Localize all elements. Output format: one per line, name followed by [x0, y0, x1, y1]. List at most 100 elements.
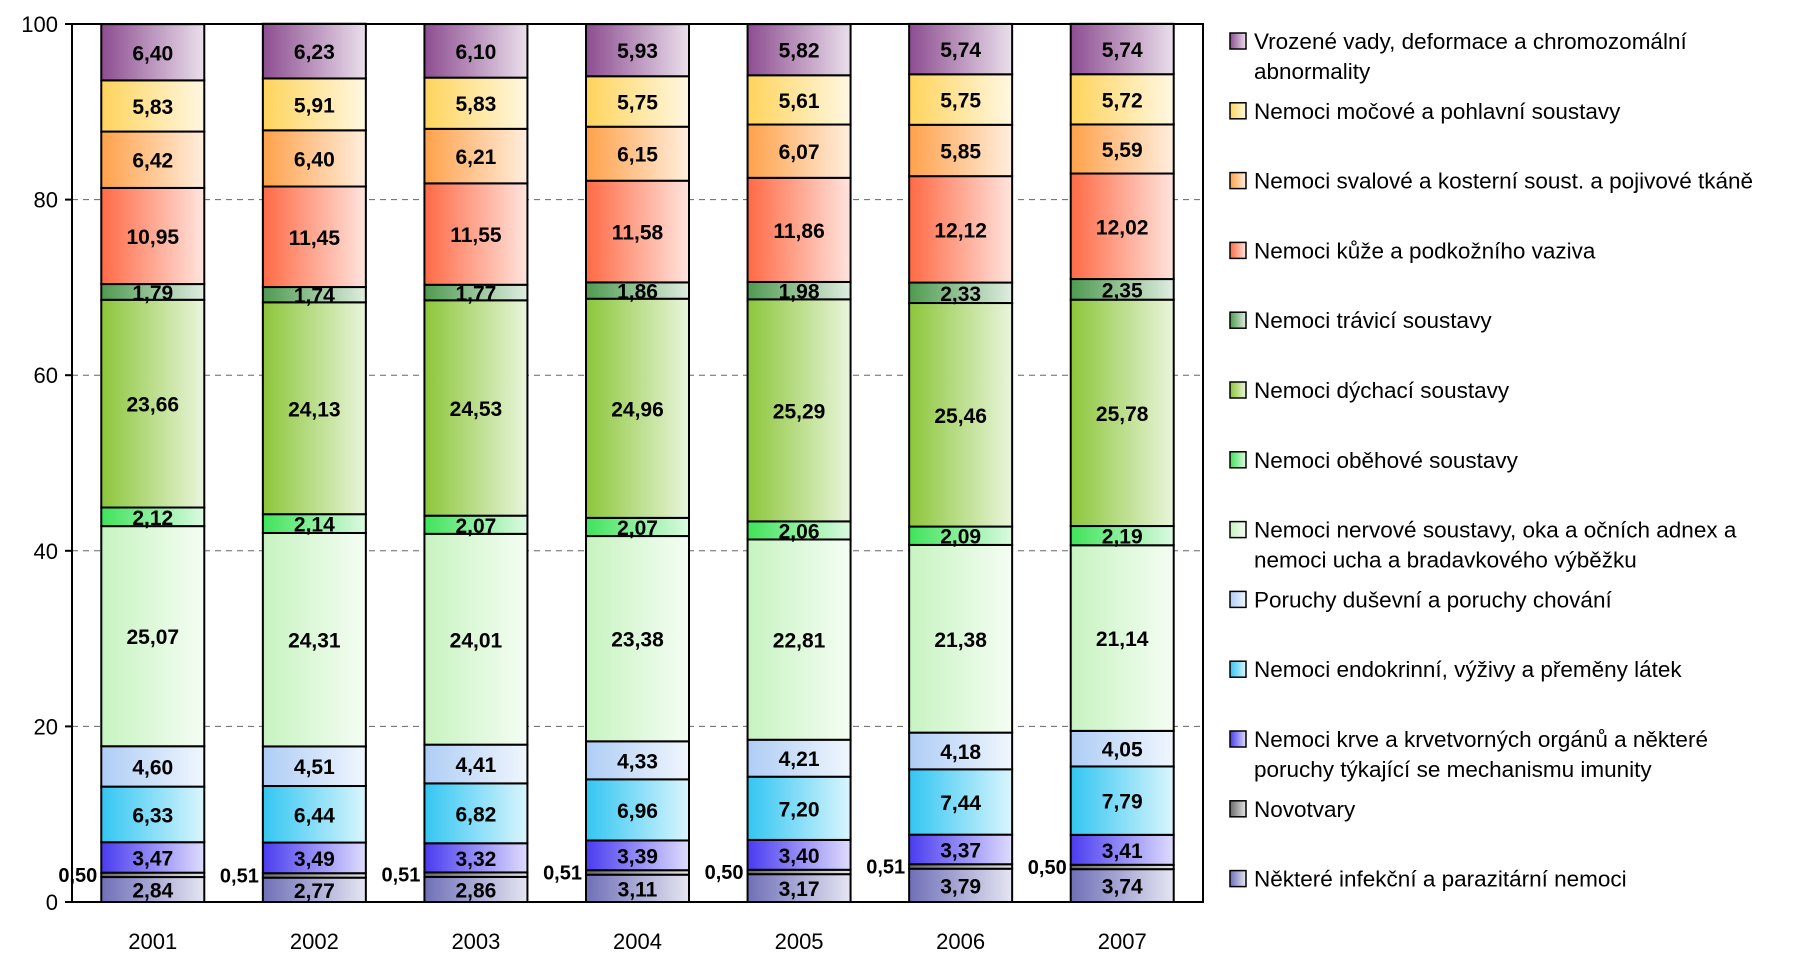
legend-label: Nemoci svalové a kosterní soust. a pojiv… [1254, 169, 1753, 194]
data-label: 4,60 [132, 756, 173, 779]
bar-segment [261, 841, 367, 875]
data-label: 2,14 [294, 514, 335, 537]
data-label: 2,86 [455, 879, 496, 902]
legend-swatch [1229, 869, 1247, 888]
bar-segment [908, 73, 1014, 126]
legend-label: Nemoci močové a pohlavní soustavy [1254, 99, 1621, 124]
data-label: 6,44 [294, 804, 335, 827]
y-tick-label: 0 [46, 890, 58, 915]
data-label: 4,21 [779, 748, 820, 771]
bar-segment [746, 838, 852, 871]
y-tick-label: 40 [34, 539, 58, 564]
data-label: 5,61 [779, 90, 820, 113]
data-label: 0,51 [866, 856, 905, 878]
data-label: 4,41 [455, 754, 496, 777]
data-label: 5,85 [940, 140, 981, 163]
data-label: 1,86 [617, 281, 658, 304]
bar-segment [261, 22, 367, 80]
bar-segment [1069, 833, 1175, 866]
bar-stack-2006: 3,79 0,51 3,37 7,44 4,18 21,38 2,09 25,46 2,33 12… [866, 22, 1014, 904]
bar-segment [746, 775, 852, 841]
bar-segment [746, 538, 852, 741]
data-label: 0,50 [1028, 857, 1067, 879]
legend-item: Novotvary [1229, 797, 1356, 822]
bar-segment [423, 23, 529, 79]
data-label: 2,84 [132, 880, 173, 903]
data-label: 24,53 [450, 398, 503, 421]
legend-swatch [1229, 660, 1247, 678]
legend-label: poruchy týkající se mechanismu imunity [1254, 757, 1652, 782]
legend-label: Vrozené vady, deformace a chromozomální [1254, 29, 1687, 54]
y-tick-label: 20 [34, 714, 58, 739]
data-label: 2,19 [1102, 526, 1143, 549]
data-label: 5,72 [1102, 89, 1143, 112]
data-label: 1,77 [455, 283, 496, 306]
bar-segment [261, 785, 367, 844]
legend-item: Poruchy duševní a poruchy chování [1229, 587, 1612, 612]
x-tick-label: 2002 [290, 929, 339, 954]
legend-swatch [1229, 800, 1247, 818]
data-label: 11,45 [289, 227, 341, 250]
legend-label: Novotvary [1254, 797, 1356, 822]
data-label: 6,40 [132, 42, 173, 65]
bar-segment [746, 123, 852, 179]
data-label: 6,23 [294, 41, 335, 64]
data-label: 5,91 [294, 94, 335, 117]
data-label: 11,55 [450, 224, 502, 247]
data-label: 5,83 [132, 96, 173, 119]
legend-item: Vrozené vady, deformace a chromozomální a… [1229, 29, 1687, 84]
bar-segment [261, 185, 367, 289]
legend-item: Nemoci kůže a podkožního vaziva [1229, 238, 1596, 263]
data-label: 4,51 [294, 756, 335, 779]
bar-segment [908, 175, 1014, 284]
data-label: 22,81 [773, 630, 826, 653]
data-label: 2,77 [294, 880, 335, 903]
x-tick-label: 2007 [1098, 929, 1147, 954]
data-label: 25,29 [773, 400, 826, 423]
legend-item: Nemoci trávicí soustavy [1229, 308, 1492, 333]
bar-segment [585, 75, 690, 128]
legend-item: Nemoci dýchací soustavy [1229, 378, 1510, 403]
data-label: 24,31 [288, 630, 341, 653]
data-label: 3,11 [618, 878, 658, 901]
data-label: 6,33 [132, 804, 173, 827]
bar-segment [746, 298, 852, 523]
data-label: 2,09 [940, 526, 981, 549]
data-label: 0,51 [220, 865, 259, 887]
bar-segment [585, 535, 690, 743]
data-label: 3,49 [294, 848, 335, 871]
data-label: 2,07 [617, 517, 658, 540]
y-tick-label: 100 [21, 12, 58, 37]
bar-stack-2003: 2,86 0,51 3,32 6,82 4,41 24,01 2,07 24,53 1,77 11… [381, 23, 529, 904]
bar-segment [585, 23, 690, 78]
axes: 0 20 40 60 80 100 2001 2002 2003 2004 2005 2006 2007 [21, 12, 1204, 954]
bar-stack-2004: 3,11 0,51 3,39 6,96 4,33 23,38 2,07 24,96 1,86 11… [543, 23, 690, 904]
x-tick-label: 2005 [775, 929, 824, 954]
legend-label: nemoci ucha a bradavkového výběžku [1254, 548, 1637, 573]
data-label: 5,59 [1102, 139, 1143, 162]
legend-label: Nemoci krve a krvetvorných orgánů a někt… [1254, 727, 1708, 752]
bar-segment [261, 531, 367, 748]
data-label: 3,17 [779, 878, 820, 901]
data-label: 7,44 [940, 792, 981, 815]
bar-segment [261, 745, 367, 788]
data-label: 25,07 [127, 626, 180, 649]
bar-segment [100, 876, 206, 904]
legend-swatch [1229, 311, 1247, 329]
legend-swatch [1229, 171, 1247, 190]
bar-segment [585, 179, 690, 284]
data-label: 6,42 [132, 150, 173, 173]
data-label: 6,82 [455, 803, 496, 826]
legend-swatch [1229, 241, 1247, 260]
legend-label: Nemoci endokrinní, výživy a přeměny láte… [1254, 657, 1682, 682]
data-label: 3,41 [1102, 840, 1143, 863]
bar-segment [1069, 123, 1175, 175]
data-label: 6,40 [294, 148, 335, 171]
legend-item: Nemoci nervové soustavy, oka a očních ad… [1229, 518, 1737, 573]
data-label: 5,74 [1102, 39, 1143, 62]
data-label: 0,50 [705, 862, 744, 884]
data-label: 12,12 [934, 219, 987, 242]
bar-segment [261, 77, 367, 132]
